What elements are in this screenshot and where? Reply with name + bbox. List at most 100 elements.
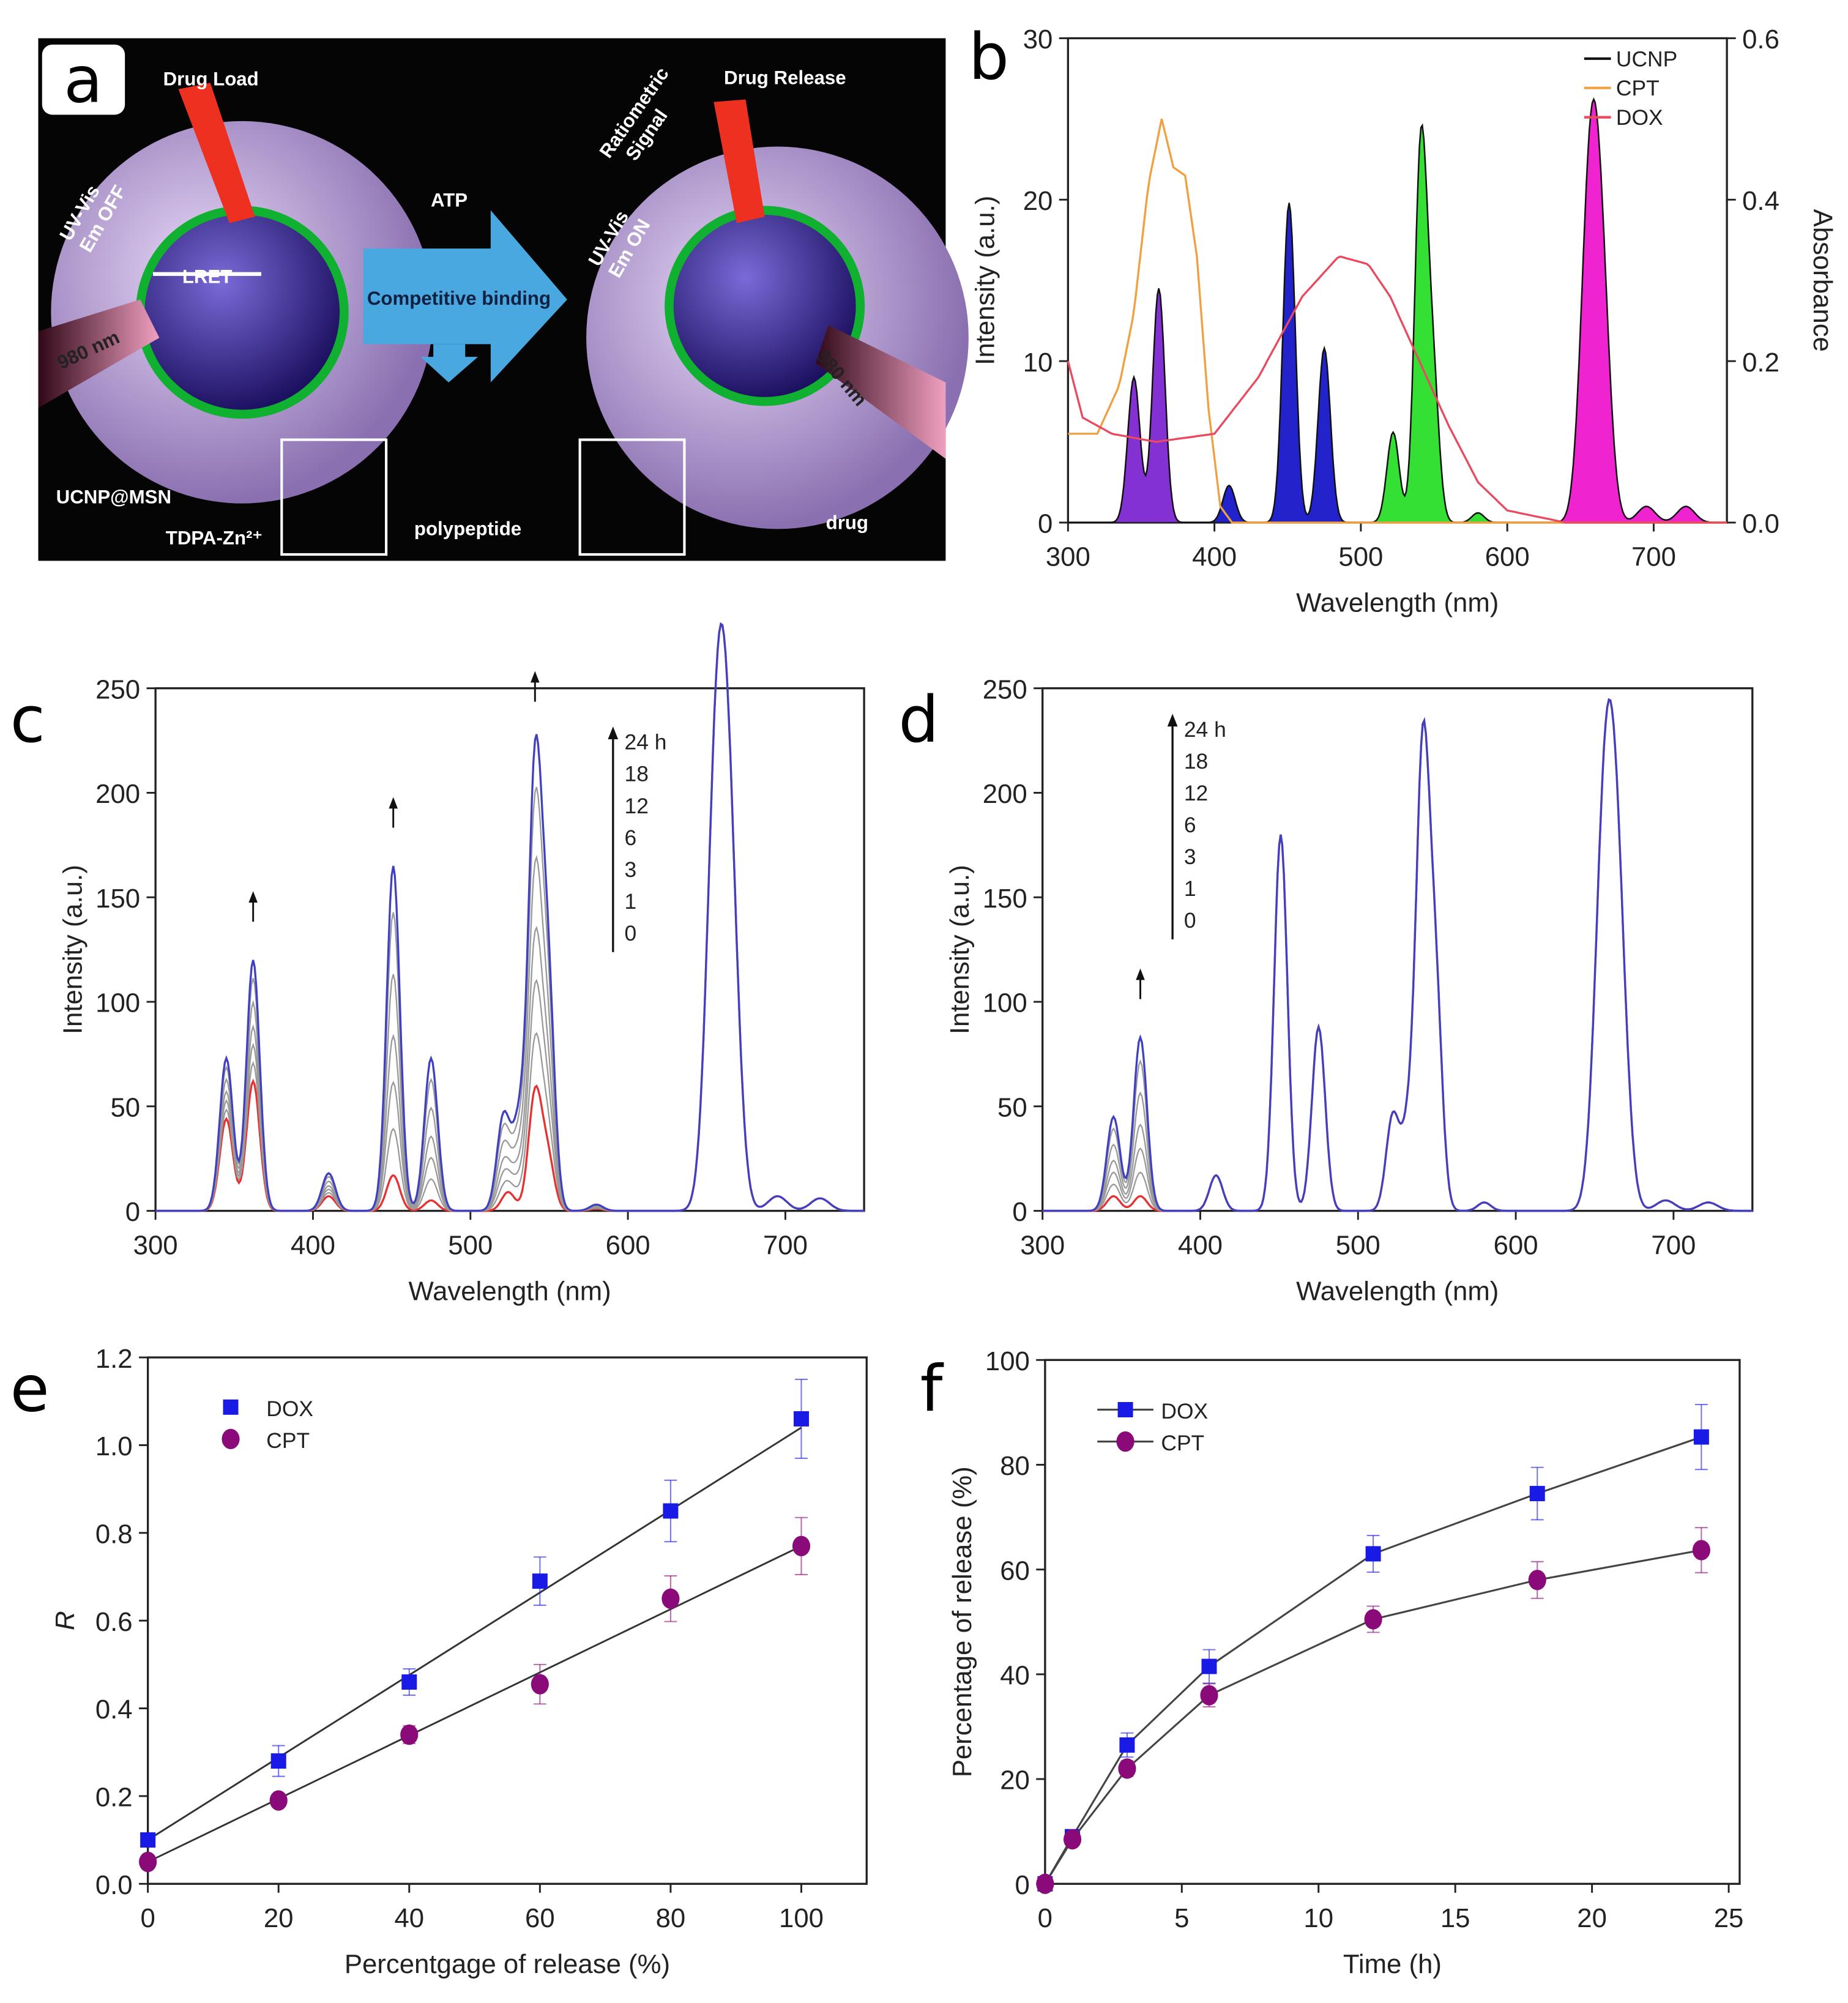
x-tick-label: 700 xyxy=(763,1230,808,1260)
polypeptide-arrow xyxy=(420,344,479,382)
plot-frame xyxy=(1041,687,1754,1212)
data-point-cpt xyxy=(1036,1873,1054,1894)
y-tick-label: 150 xyxy=(95,884,140,914)
time-label: 1 xyxy=(1184,876,1196,901)
ucnp-line xyxy=(1068,97,1727,524)
x-tick-label: 100 xyxy=(779,1903,824,1933)
x-tick-label: 5 xyxy=(1174,1903,1189,1933)
data-point-cpt xyxy=(531,1674,549,1695)
y-axis-label: R xyxy=(50,1611,80,1630)
y-axis-label: Intensity (a.u.) xyxy=(971,196,1000,365)
y-tick-label: 30 xyxy=(1023,24,1053,54)
time-label: 12 xyxy=(1184,781,1208,805)
data-point-dox xyxy=(793,1411,809,1427)
y-tick-label: 150 xyxy=(983,884,1027,914)
y-tick-label: 100 xyxy=(95,988,140,1018)
y-tick-label: 80 xyxy=(1000,1451,1030,1481)
y-tick-label: 60 xyxy=(1000,1556,1030,1586)
panel-label-e: e xyxy=(10,1352,50,1427)
tdpa-inset-box xyxy=(280,438,388,556)
x-tick-label: 400 xyxy=(1192,542,1237,572)
legend-marker xyxy=(1117,1401,1133,1417)
chart-d: 300 400 500 600 700 0 50 100 150 200 250 Wavelength… xyxy=(898,674,1754,1306)
ucnp-core-right xyxy=(665,206,865,406)
x-tick-label: 80 xyxy=(656,1903,686,1933)
y-tick-label: 0.0 xyxy=(95,1870,133,1900)
data-point-dox xyxy=(532,1573,548,1589)
ucnp-emission-fill xyxy=(1360,124,1508,523)
data-point-cpt xyxy=(1200,1685,1218,1706)
legend-label: CPT xyxy=(1161,1431,1204,1455)
y-tick-label: 40 xyxy=(1000,1661,1030,1691)
time-label: 18 xyxy=(625,762,649,786)
increase-arrow-head xyxy=(389,797,398,809)
panel-label-f: f xyxy=(920,1352,944,1427)
legend-label: DOX xyxy=(1161,1399,1208,1423)
y-tick-label: 0.2 xyxy=(95,1783,133,1813)
y-axis-label: Intensity (a.u.) xyxy=(58,865,88,1034)
y-tick-label: 0 xyxy=(1038,509,1053,539)
x-tick-label: 600 xyxy=(606,1230,650,1260)
spectrum-line-24h xyxy=(1042,698,1753,1212)
data-point-cpt xyxy=(1692,1540,1710,1561)
time-label: 24 h xyxy=(625,730,667,755)
legend-label: UCNP xyxy=(1616,47,1677,71)
panel-label-d: d xyxy=(898,682,939,757)
ucnp-emission-fill xyxy=(1507,98,1727,523)
time-label: 0 xyxy=(1184,908,1196,933)
laser-beam-left xyxy=(38,299,160,408)
fit-line-cpt xyxy=(147,1545,802,1863)
x-axis-label: Percentgage of release (%) xyxy=(345,1949,670,1979)
x-tick-label: 0 xyxy=(140,1903,155,1933)
y-tick-label: 0.8 xyxy=(95,1519,133,1549)
legend-marker xyxy=(1116,1431,1135,1452)
x-tick-label: 500 xyxy=(1336,1230,1380,1260)
x-tick-label: 20 xyxy=(1577,1903,1607,1933)
data-point-dox xyxy=(1119,1737,1135,1753)
plot-frame xyxy=(154,687,865,1212)
legend-label: CPT xyxy=(266,1428,310,1453)
data-point-dox xyxy=(1365,1546,1381,1562)
x-tick-label: 700 xyxy=(1631,542,1676,572)
x-tick-label: 0 xyxy=(1038,1903,1053,1933)
y2-tick-label: 0.6 xyxy=(1742,24,1779,54)
y-tick-label: 0 xyxy=(1012,1197,1027,1227)
data-point-cpt xyxy=(1063,1829,1082,1850)
chart-f: 0 5 10 15 20 25 0 20 40 60 80 100 Time (h) Percentage… xyxy=(920,1346,1744,1979)
y-tick-label: 200 xyxy=(983,779,1027,809)
panel-label-a: a xyxy=(64,43,103,117)
legend-marker xyxy=(223,1399,239,1415)
data-point-dox xyxy=(140,1832,156,1848)
time-arrow-head xyxy=(1167,714,1178,727)
y2-tick-label: 0.0 xyxy=(1742,509,1779,539)
x-tick-label: 300 xyxy=(1020,1230,1065,1260)
panel-label-c: c xyxy=(10,682,45,757)
data-point-cpt xyxy=(661,1588,680,1609)
polypeptide-label: polypeptide xyxy=(414,518,521,540)
data-point-dox xyxy=(1693,1429,1709,1445)
x-tick-label: 600 xyxy=(1485,542,1530,572)
increase-arrow-head xyxy=(530,671,540,683)
red-emission-arrow-right xyxy=(713,99,765,223)
data-point-dox xyxy=(1529,1486,1545,1502)
x-axis-label: Wavelength (nm) xyxy=(1296,1276,1499,1306)
fit-line-dox xyxy=(147,1427,802,1841)
ucnp-core xyxy=(135,206,349,419)
y-tick-label: 10 xyxy=(1023,348,1053,378)
y-tick-label: 200 xyxy=(95,779,140,809)
data-point-dox xyxy=(401,1674,417,1690)
data-point-dox xyxy=(663,1503,679,1519)
ucnp-emission-fill xyxy=(1068,288,1215,523)
x-axis-label: Wavelength (nm) xyxy=(408,1276,611,1306)
laser-beam-right xyxy=(815,325,946,459)
legend-label: DOX xyxy=(266,1397,313,1421)
time-label: 3 xyxy=(1184,845,1196,869)
competitive-binding-arrow xyxy=(363,210,567,382)
y-tick-label: 50 xyxy=(110,1092,140,1122)
x-tick-label: 15 xyxy=(1440,1903,1470,1933)
time-label: 0 xyxy=(625,921,637,946)
data-point-cpt xyxy=(139,1851,157,1873)
atp-inset-box xyxy=(578,438,686,556)
y-axis-label: Intensity (a.u.) xyxy=(945,865,975,1034)
